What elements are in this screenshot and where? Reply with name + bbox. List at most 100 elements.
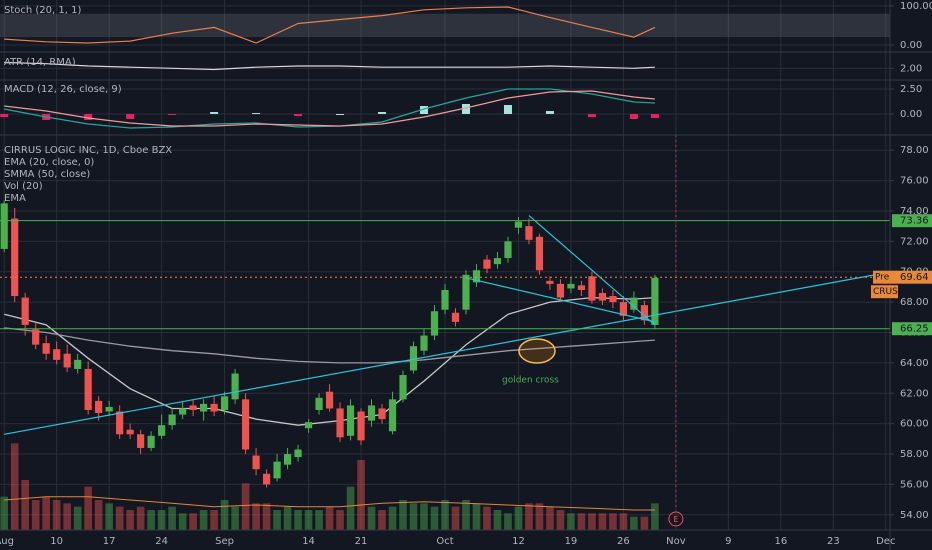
indicator-line [4, 6, 656, 44]
volume-bar [273, 510, 281, 530]
candle-body [283, 454, 292, 465]
histogram-bar [336, 114, 345, 115]
candle-body [74, 359, 82, 369]
candle-body [357, 411, 365, 441]
candle-body [630, 297, 638, 310]
candle-body [598, 293, 607, 301]
x-tick-label: 21 [355, 536, 368, 547]
price-label: 66.25 [900, 324, 929, 335]
annotation-ellipse [518, 338, 556, 364]
volume-bar [147, 510, 155, 530]
candle-body [63, 353, 71, 368]
volume-bar [451, 506, 460, 530]
pane-title: Stoch (20, 1, 1) [4, 5, 81, 16]
x-tick-label: 17 [103, 536, 116, 547]
candle-body [325, 391, 334, 409]
candle-body [378, 408, 386, 420]
volume-bar [231, 506, 239, 530]
candle-body [609, 296, 617, 303]
volume-bar [42, 496, 50, 530]
moving-average [4, 327, 655, 364]
indicator-line [4, 61, 655, 71]
histogram-bar [587, 114, 596, 117]
candle-body [273, 461, 281, 479]
candle-body [231, 373, 239, 400]
candle-body [441, 289, 449, 310]
volume-bar [483, 506, 491, 530]
volume-bar [241, 483, 250, 530]
volume-bar [126, 510, 134, 530]
volume-bar [283, 506, 292, 530]
volume-bar [430, 506, 439, 530]
candle-body [200, 403, 208, 412]
candle-body [168, 414, 176, 426]
volume-bar [189, 513, 197, 530]
histogram-bar [545, 111, 554, 114]
volume-bar [304, 510, 313, 530]
candle-body [210, 403, 218, 412]
price-label-box [892, 322, 932, 336]
histogram-bar [168, 114, 177, 115]
volume-bar [136, 506, 145, 530]
candle-body [535, 236, 544, 271]
histogram-bar [629, 114, 638, 119]
candle-body [577, 285, 586, 290]
y-tick-label: 68.00 [900, 297, 929, 308]
candle-body [126, 429, 134, 435]
volume-ema-line [4, 496, 655, 511]
volume-bar [609, 513, 617, 530]
x-tick-label: 9 [725, 536, 731, 547]
y-tick-label: 78.00 [900, 145, 929, 156]
x-tick-label: Aug [0, 536, 14, 547]
x-tick-label: Nov [666, 536, 686, 547]
volume-bar [346, 486, 355, 530]
legend-entry: Vol (20) [4, 181, 43, 192]
candle-body [32, 329, 40, 345]
price-label-box [892, 270, 932, 284]
candle-body [336, 408, 344, 438]
candle-body [0, 203, 8, 249]
y-tick-label: 54.00 [900, 510, 929, 521]
volume-bar [105, 503, 113, 530]
candle-body [294, 449, 302, 458]
candle-body [158, 425, 166, 436]
volume-bar [178, 513, 187, 530]
volume-bar [640, 516, 649, 530]
pane-title: MACD (12, 26, close, 9) [4, 84, 122, 95]
x-tick-label: 26 [617, 536, 630, 547]
y-tick-label: 76.00 [900, 176, 929, 187]
volume-bar [472, 503, 481, 530]
volume-bar [420, 503, 428, 530]
y-tick-label: 100.00 [900, 1, 932, 12]
candle-body [252, 455, 260, 470]
x-tick-label: 23 [827, 536, 840, 547]
y-tick-label: 58.00 [900, 449, 929, 460]
x-tick-label: 14 [302, 536, 315, 547]
volume-bar [399, 500, 407, 530]
y-tick-label: 2.50 [900, 84, 922, 95]
histogram-bar [294, 114, 303, 116]
volume-bar [336, 510, 344, 530]
volume-bar [357, 460, 365, 530]
histogram-bar [650, 114, 659, 118]
candle-body [220, 396, 229, 410]
volume-bar [31, 500, 40, 530]
volume-bar [210, 510, 218, 530]
price-tag: Pre [875, 273, 890, 283]
candle-body [514, 221, 523, 228]
y-tick-label: 0.00 [900, 109, 922, 120]
candle-body [315, 397, 323, 410]
band [0, 13, 890, 38]
x-tick-label: 19 [565, 536, 578, 547]
x-tick-label: Oct [436, 536, 453, 547]
histogram-bar [84, 114, 93, 120]
indicator-line [4, 90, 655, 127]
histogram-bar [420, 106, 429, 114]
candle-body [42, 343, 50, 354]
y-tick-label: 56.00 [900, 479, 929, 490]
volume-bar [556, 510, 565, 530]
candle-body [588, 276, 596, 301]
y-tick-label: 62.00 [900, 388, 929, 399]
